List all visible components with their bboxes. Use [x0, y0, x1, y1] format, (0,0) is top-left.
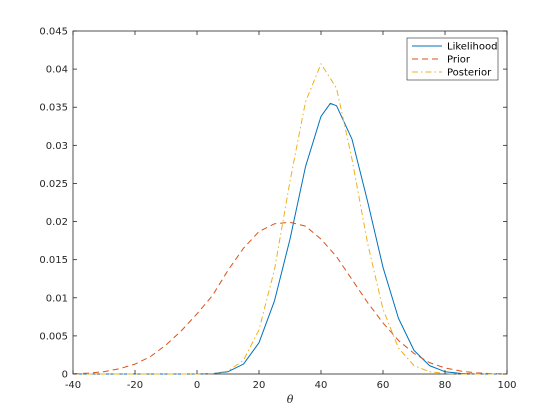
x-tick-label: 20 — [253, 380, 266, 391]
y-tick-label: 0.03 — [46, 141, 68, 152]
y-tick-label: 0.02 — [46, 217, 68, 228]
y-tick-label: 0.015 — [39, 255, 68, 266]
tick-layer: -40 -20 0 20 40 60 80 100 0 0.005 0.01 0.015 0.02 0.0… — [39, 27, 516, 392]
x-tick-label: 0 — [194, 380, 200, 391]
legend-label-posterior: Posterior — [447, 68, 492, 79]
y-tick-label: 0.035 — [39, 103, 68, 114]
legend: Likelihood Prior Posterior — [406, 37, 499, 81]
y-tick-label: 0.005 — [39, 331, 68, 342]
x-tick-label: 100 — [497, 380, 516, 391]
y-tick-label: 0 — [62, 370, 68, 381]
series-line-prior — [72, 221, 508, 375]
y-tick-label: 0.025 — [39, 179, 68, 190]
y-tick-label: 0.04 — [46, 65, 68, 76]
x-axis-label: θ — [287, 393, 294, 406]
x-tick-label: -20 — [127, 380, 143, 391]
y-tick-label: 0.01 — [46, 293, 68, 304]
series-line-posterior — [73, 63, 507, 375]
legend-label-prior: Prior — [447, 55, 471, 66]
x-tick-label: -40 — [65, 380, 81, 391]
plot-area — [72, 30, 508, 375]
x-tick-label: 60 — [377, 380, 390, 391]
y-tick-label: 0.045 — [39, 27, 68, 38]
legend-label-likelihood: Likelihood — [447, 42, 497, 53]
x-tick-label: 40 — [315, 380, 328, 391]
axes-box — [72, 30, 508, 375]
x-tick-label: 80 — [439, 380, 452, 391]
legend-entries: Likelihood Prior Posterior — [412, 42, 497, 79]
